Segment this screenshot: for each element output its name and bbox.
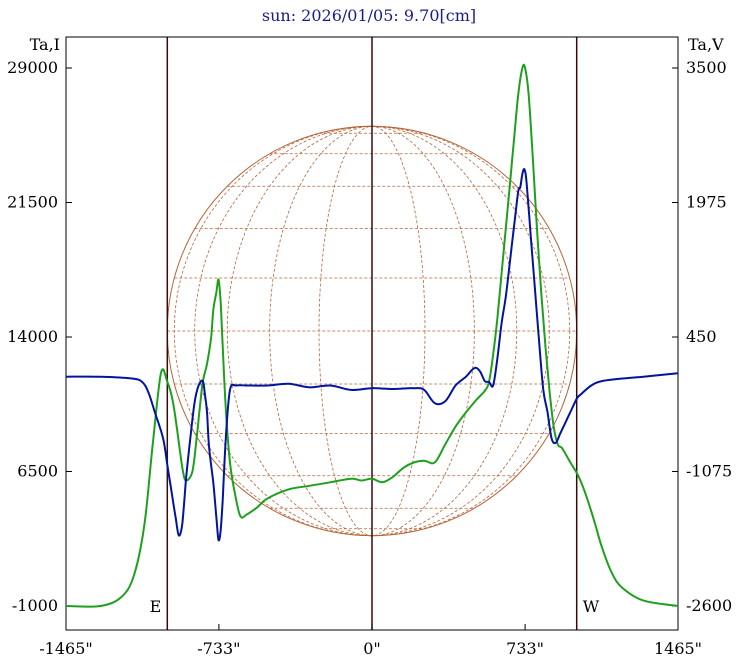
y-right-tick-label: 1975 bbox=[686, 193, 727, 212]
y-left-tick-label: -1000 bbox=[12, 596, 58, 615]
y-left-tick-label: 29000 bbox=[7, 58, 58, 77]
axes: Ta,I Ta,V bbox=[30, 35, 724, 631]
left-axis-label: Ta,I bbox=[30, 35, 60, 54]
y-right-tick-label: -1075 bbox=[686, 462, 732, 481]
y-right-tick-label: -2600 bbox=[686, 596, 732, 615]
x-tick-label: 1465" bbox=[654, 639, 702, 658]
x-tick-label: -733" bbox=[197, 639, 240, 658]
x-tick-label: 733" bbox=[506, 639, 544, 658]
y-left-tick-label: 14000 bbox=[7, 327, 58, 346]
tick-labels: -1465" -733" 0" 733" 1465" 29000 21500 14000 650… bbox=[7, 58, 732, 658]
limb-label: E bbox=[150, 597, 162, 616]
chart-title: sun: 2026/01/05: 9.70[cm] bbox=[262, 6, 476, 25]
intensity-i-series-line bbox=[65, 63, 679, 608]
data-series bbox=[65, 63, 679, 608]
x-tick-label: 0" bbox=[363, 639, 381, 658]
y-right-tick-label: 3500 bbox=[686, 58, 727, 77]
y-left-tick-label: 6500 bbox=[17, 462, 58, 481]
right-axis-label: Ta,V bbox=[688, 35, 724, 54]
x-tick-label: -1465" bbox=[39, 639, 92, 658]
y-left-tick-label: 21500 bbox=[7, 193, 58, 212]
y-right-tick-label: 450 bbox=[686, 327, 717, 346]
limb-label: W bbox=[583, 597, 600, 616]
stokes-v-series-line bbox=[65, 168, 679, 542]
